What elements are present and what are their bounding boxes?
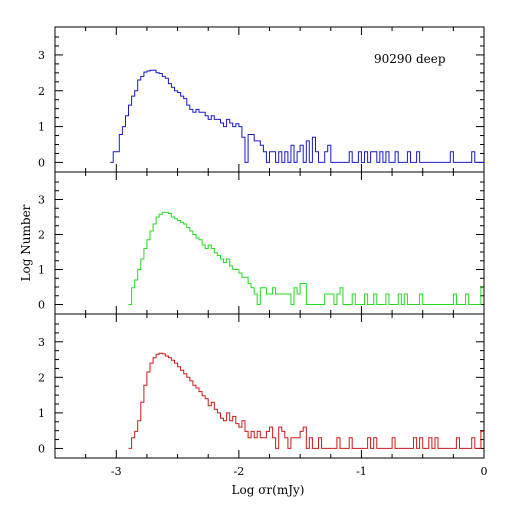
histogram-series-top <box>110 69 484 163</box>
y-tick-label: 2 <box>38 371 45 384</box>
panel-frame <box>54 313 485 459</box>
y-axis-label: Log Number <box>19 204 33 281</box>
panel-bottom: 0 1 2 3 <box>38 313 485 459</box>
y-tick-label: 3 <box>38 336 45 349</box>
y-tick-label: 1 <box>38 407 45 420</box>
histogram-series-middle <box>128 211 484 305</box>
y-tick-label: 2 <box>38 229 45 242</box>
panel-frame <box>54 171 485 315</box>
y-tick-label: 1 <box>38 264 45 277</box>
x-tick-label: -3 <box>111 465 122 478</box>
panel-middle: 0 1 2 3 <box>38 171 485 315</box>
x-tick-label: -2 <box>233 465 244 478</box>
y-tick-label: 1 <box>38 121 45 134</box>
panel-annotation: 90290 deep <box>374 52 446 66</box>
histogram-series-bottom <box>128 352 484 449</box>
x-tick-label: -1 <box>356 465 367 478</box>
panel-top: 0 1 2 3 <box>38 26 485 173</box>
y-tick-label: 3 <box>38 49 45 62</box>
x-axis-label: Log σr(mJy) <box>232 483 305 497</box>
y-tick-label: 0 <box>38 442 45 455</box>
y-tick-label: 0 <box>38 299 45 312</box>
x-tick-label: 0 <box>481 465 488 478</box>
y-tick-label: 3 <box>38 194 45 207</box>
panels-group: 0 1 2 3 0 1 2 3 0 1 2 3 -3 -2 -1 0 <box>38 26 488 478</box>
y-tick-label: 2 <box>38 85 45 98</box>
labels-group: 90290 deep Log Number Log σr(mJy) <box>19 52 446 497</box>
y-tick-label: 0 <box>38 156 45 169</box>
